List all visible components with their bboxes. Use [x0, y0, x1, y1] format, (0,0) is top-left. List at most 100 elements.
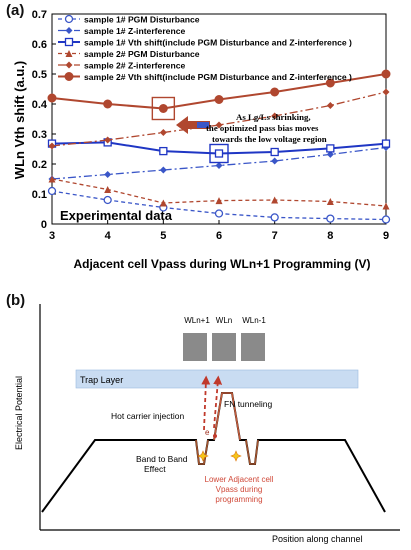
y-tick-label: 0	[41, 219, 47, 231]
data-point	[270, 213, 279, 222]
data-point	[271, 157, 279, 165]
series-1	[47, 186, 391, 224]
data-point	[215, 121, 223, 129]
annotation-line: As Lg/Ls shrinking,	[236, 112, 311, 122]
data-point	[214, 209, 224, 218]
legend-label: sample 2# Vth shift(include PGM Disturba…	[84, 72, 352, 82]
chart-axes: 3 4 5 6 7 8 9 0 0.1 0.2 0.3 0.4 0.5 0.6 0.7	[32, 9, 389, 242]
left-potential-well	[195, 439, 209, 465]
series-5	[48, 88, 390, 150]
y-tick-label: 0.6	[32, 39, 47, 51]
data-point	[326, 150, 334, 158]
wordline-label-n-minus-1: WLn-1	[242, 316, 266, 325]
x-tick-label: 4	[105, 230, 112, 242]
y-tick-label: 0.2	[32, 159, 47, 171]
data-point	[64, 37, 74, 47]
legend-label: sample 2# Z-interference	[84, 61, 185, 71]
hot-carrier-label: Hot carrier injection	[111, 411, 184, 421]
data-point	[214, 149, 224, 158]
x-axis-label: Adjacent cell Vpass during WLn+1 Program…	[73, 257, 370, 271]
data-point	[326, 214, 335, 223]
y-tick-label: 0.7	[32, 9, 47, 21]
x-tick-label: 9	[383, 230, 389, 242]
data-point	[48, 175, 56, 183]
annotation-line: towards the low voltage region	[212, 134, 327, 144]
data-point	[270, 147, 279, 157]
x-tick-label: 7	[272, 230, 278, 242]
x-tick-label: 3	[49, 230, 55, 242]
data-point	[271, 196, 279, 204]
electron-dot	[213, 434, 217, 438]
lower-adjacent-line1: Lower Adjacent cell	[205, 475, 274, 484]
y-tick-label: 0.3	[32, 129, 47, 141]
data-point	[47, 93, 57, 103]
data-point	[382, 88, 390, 96]
vth-shift-chart: WLn Vth shift (a.u.) Adjacent cell Vpass…	[12, 9, 391, 271]
legend-entry: sample 1# PGM Disturbance	[58, 15, 200, 25]
series-layer	[47, 69, 391, 224]
data-point	[64, 72, 74, 81]
center-barrier-highlight	[213, 392, 241, 441]
data-point	[104, 136, 112, 144]
annotation-line: the optimized pass bias moves	[206, 123, 319, 133]
wordline-group: WLn+1 WLn WLn-1	[183, 316, 266, 361]
panel-a-label: (a)	[6, 2, 25, 19]
fn-tunneling-label: FN tunneling	[224, 399, 272, 409]
data-point	[64, 14, 74, 24]
data-point	[215, 197, 223, 205]
data-point	[159, 199, 167, 207]
data-point	[158, 104, 168, 113]
data-point	[381, 139, 391, 148]
legend-entry: sample 2# PGM Disturbance	[58, 49, 200, 59]
data-point	[159, 129, 167, 136]
data-point	[65, 27, 73, 34]
optimum-box-sample-1	[209, 143, 229, 164]
data-point	[382, 202, 390, 210]
series-4	[48, 175, 390, 210]
annotation-arrow	[176, 116, 210, 134]
legend-label: sample 1# Z-interference	[84, 26, 185, 36]
trap-layer-label: Trap Layer	[80, 375, 123, 385]
hot-carrier-arrow	[201, 375, 211, 431]
x-tick-label: 5	[160, 230, 166, 242]
x-tick-label: 8	[327, 230, 333, 242]
y-tick-label: 0.5	[32, 69, 47, 81]
data-point	[47, 186, 57, 196]
band-profile	[41, 392, 386, 513]
data-point	[326, 102, 334, 109]
btbt-label-line2: Effect	[144, 464, 166, 474]
right-potential-well	[245, 439, 259, 465]
data-point	[103, 195, 112, 205]
legend-entry: sample 1# Vth shift(include PGM Disturba…	[58, 38, 352, 48]
y-tick-label: 0.1	[32, 189, 47, 201]
legend-entry: sample 2# Vth shift(include PGM Disturba…	[58, 72, 352, 82]
lower-adjacent-line2: Vpass during	[216, 485, 263, 494]
wordline-gate-n-plus-1	[183, 333, 207, 361]
data-point	[326, 198, 334, 205]
legend-label: sample 1# Vth shift(include PGM Disturba…	[84, 38, 352, 48]
btbt-label-line1: Band to Band	[136, 454, 188, 464]
data-point	[270, 87, 280, 97]
series-6	[47, 69, 391, 113]
panel-b-label: (b)	[6, 292, 26, 309]
experimental-data-label: Experimental data	[60, 208, 173, 223]
wordline-label-n: WLn	[216, 316, 232, 325]
data-point	[271, 112, 279, 120]
y-axis-label: WLn Vth shift (a.u.)	[12, 61, 27, 179]
x-tick-label: 6	[216, 230, 222, 242]
btbt-spark-left	[197, 450, 209, 462]
data-point	[381, 215, 391, 224]
wordline-gate-n	[212, 333, 236, 361]
electron-label: e	[205, 428, 210, 437]
legend-entry: sample 1# Z-interference	[58, 26, 185, 36]
data-point	[326, 144, 335, 153]
data-point	[65, 50, 73, 57]
electrical-potential-label: Electrical Potential	[14, 376, 24, 450]
series-2	[48, 144, 390, 183]
y-tick-label: 0.4	[32, 99, 48, 111]
trend-annotation: As Lg/Ls shrinking,the optimized pass bi…	[176, 112, 327, 144]
wordline-gate-n-minus-1	[241, 333, 265, 361]
data-point	[104, 186, 112, 193]
data-point	[65, 61, 73, 69]
